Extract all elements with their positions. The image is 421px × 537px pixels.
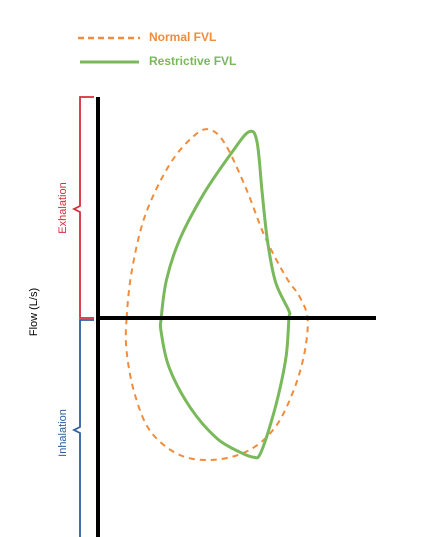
exhalation-brace (71, 96, 94, 319)
series-normal-fvl (124, 128, 309, 462)
exhalation-label: Exhalation (57, 182, 69, 233)
y-axis-label: Flow (L/s) (28, 288, 40, 336)
series-layer (124, 128, 309, 462)
series-restrictive-fvl (158, 129, 292, 460)
inhalation-brace (71, 319, 94, 537)
inhalation-bracket (71, 319, 94, 537)
legend-label-normal: Normal FVL (149, 30, 216, 44)
exhalation-bracket (71, 96, 94, 319)
legend: Normal FVL Restrictive FVL (78, 30, 236, 68)
inhalation-label: Inhalation (57, 409, 69, 457)
legend-label-restrictive: Restrictive FVL (149, 54, 236, 68)
